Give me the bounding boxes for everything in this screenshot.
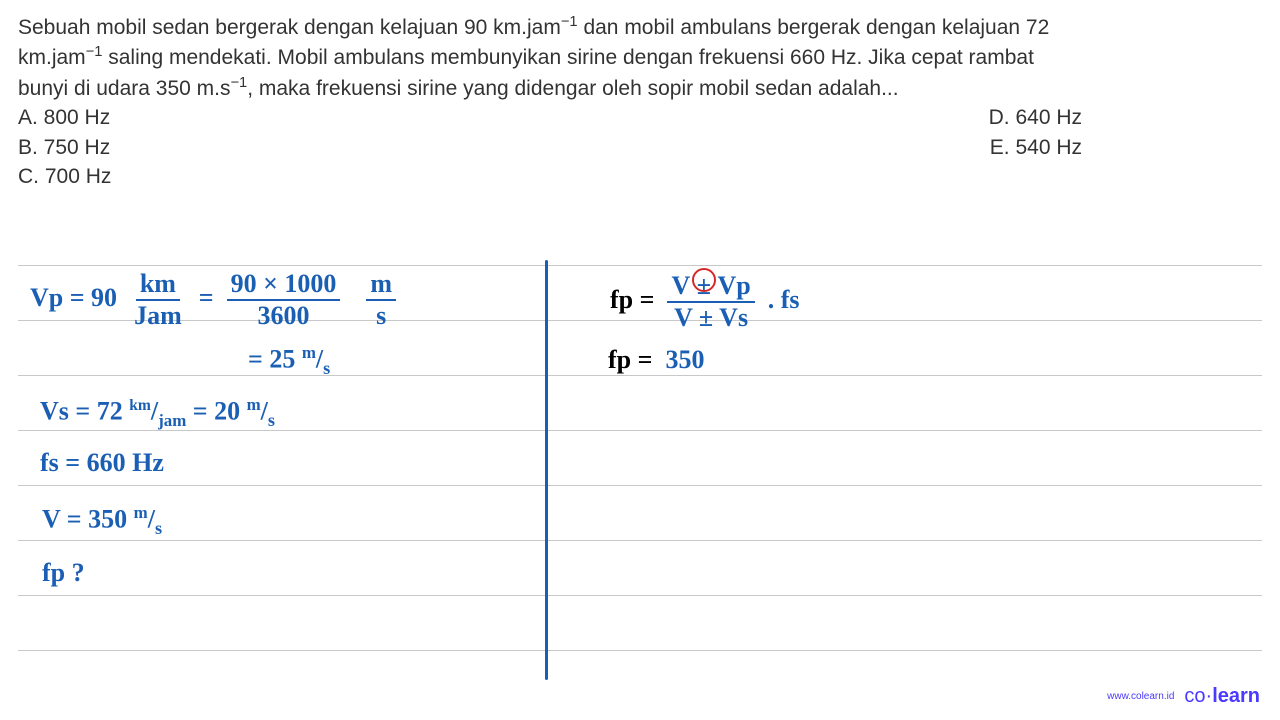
question-line-3: bunyi di udara 350 m.s−1, maka frekuensi…	[18, 73, 1262, 103]
red-circle-icon	[692, 268, 716, 292]
logo-url: www.colearn.id	[1107, 691, 1174, 702]
option-a: A. 800 Hz	[18, 103, 110, 132]
logo-brand: co·learn	[1184, 685, 1260, 708]
rule-line	[18, 540, 1262, 541]
vp-expression: Vp = 90 kmJam = 90 × 10003600 ms	[30, 271, 396, 329]
question-line-2: km.jam−1 saling mendekati. Mobil ambulan…	[18, 42, 1262, 72]
option-d: D. 640 Hz	[989, 103, 1082, 132]
question-block: Sebuah mobil sedan bergerak dengan kelaj…	[0, 0, 1280, 199]
rule-line	[18, 650, 1262, 651]
options-row-3: C. 700 Hz	[18, 162, 1262, 191]
rule-line	[18, 265, 1262, 266]
options-row-1: A. 800 Hz D. 640 Hz	[18, 103, 1262, 132]
fp-numeric: fp = 350	[608, 345, 704, 375]
vs-expression: Vs = 72 km/jam = 20 m/s	[40, 395, 275, 431]
options-row-2: B. 750 Hz E. 540 Hz	[18, 133, 1262, 162]
rule-line	[18, 595, 1262, 596]
logo-area: www.colearn.id co·learn	[1107, 685, 1260, 708]
work-area: Vp = 90 kmJam = 90 × 10003600 ms = 25 m/…	[0, 265, 1280, 685]
rule-line	[18, 485, 1262, 486]
vp-result: = 25 m/s	[248, 343, 330, 379]
option-b: B. 750 Hz	[18, 133, 110, 162]
fp-formula: fp = V ± Vp V ± Vs . fs	[610, 273, 800, 331]
fp-question: fp ?	[42, 558, 85, 588]
option-c: C. 700 Hz	[18, 162, 111, 191]
fs-value: fs = 660 Hz	[40, 448, 164, 478]
option-e: E. 540 Hz	[990, 133, 1082, 162]
question-line-1: Sebuah mobil sedan bergerak dengan kelaj…	[18, 12, 1262, 42]
v-value: V = 350 m/s	[42, 503, 162, 539]
vertical-divider	[545, 260, 548, 680]
rule-line	[18, 375, 1262, 376]
